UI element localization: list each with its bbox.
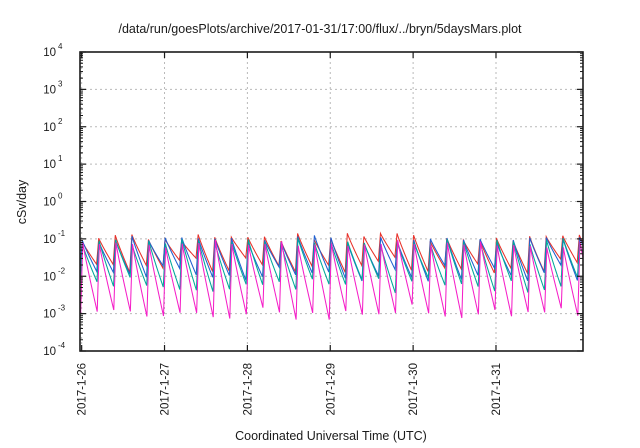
x-tick-label: 2017-1-27 (160, 363, 172, 415)
svg-text:-2: -2 (58, 266, 66, 275)
x-tick-label: 2017-1-28 (242, 363, 254, 415)
svg-text:3: 3 (58, 79, 63, 88)
svg-text:4: 4 (58, 42, 63, 51)
svg-text:1: 1 (58, 154, 63, 163)
x-tick-label: 2017-1-29 (325, 363, 337, 415)
svg-text:0: 0 (58, 192, 63, 201)
svg-text:10: 10 (43, 84, 56, 96)
x-axis-title: Coordinated Universal Time (UTC) (235, 429, 427, 443)
svg-text:-4: -4 (58, 341, 66, 350)
svg-text:10: 10 (43, 47, 56, 59)
y-tick-label: 10-4 (43, 341, 65, 358)
y-tick-label: 10-1 (43, 229, 65, 246)
y-tick-label: 100 (43, 192, 63, 209)
svg-text:10: 10 (43, 159, 56, 171)
y-tick-label: 10-2 (43, 266, 65, 283)
x-tick-label: 2017-1-26 (77, 363, 89, 415)
y-tick-label: 10-3 (43, 304, 65, 321)
svg-text:10: 10 (43, 197, 56, 209)
y-tick-label: 101 (43, 154, 63, 171)
svg-text:10: 10 (43, 309, 56, 321)
series-magenta (80, 239, 583, 320)
svg-text:10: 10 (43, 346, 56, 358)
svg-text:10: 10 (43, 234, 56, 246)
y-tick-label: 104 (43, 42, 63, 59)
x-tick-label: 2017-1-30 (408, 363, 420, 415)
svg-text:10: 10 (43, 271, 56, 283)
page-title: /data/run/goesPlots/archive/2017-01-31/1… (118, 22, 522, 36)
svg-text:-1: -1 (58, 229, 66, 238)
y-tick-label: 102 (43, 117, 63, 134)
svg-text:10: 10 (43, 122, 56, 134)
x-tick-label: 2017-1-31 (491, 363, 503, 415)
svg-text:2: 2 (58, 117, 63, 126)
series-teal (80, 238, 583, 294)
data-series-group (80, 231, 583, 320)
y-axis-title: cSv/day (15, 179, 29, 224)
x-axis-tick-labels: 2017-1-26 2017-1-27 2017-1-28 2017-1-29 2017… (77, 363, 503, 415)
plot-frame (79, 51, 584, 352)
y-tick-label: 103 (43, 79, 63, 96)
svg-text:-3: -3 (58, 304, 66, 313)
